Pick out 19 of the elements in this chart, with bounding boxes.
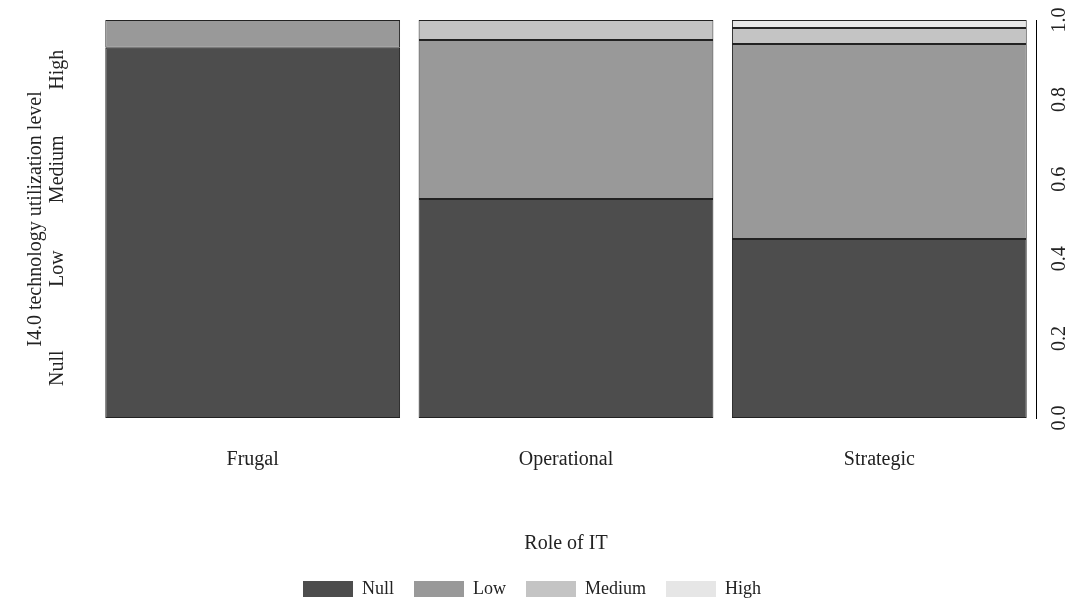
y-tick-label: 0.8 xyxy=(1047,87,1070,113)
y-tick-label: 0.2 xyxy=(1047,325,1070,351)
y-tick-label: 1.0 xyxy=(1047,7,1070,33)
legend-label: Medium xyxy=(585,577,646,598)
text: Low xyxy=(45,249,68,288)
x-tick-label: Operational xyxy=(518,447,614,471)
legend-label: High xyxy=(725,577,761,598)
y-tick-label: 0.0 xyxy=(1047,405,1070,431)
legend-label: Low xyxy=(473,577,507,598)
text: Null xyxy=(45,350,68,387)
legend-label: Null xyxy=(362,577,395,598)
x-tick-label: Frugal xyxy=(226,447,280,471)
x-tick-label: Strategic xyxy=(843,447,915,471)
x-axis-title: Role of IT xyxy=(524,531,608,554)
y-tick-label: 0.4 xyxy=(1047,246,1070,272)
text: High xyxy=(45,49,69,90)
text: Medium xyxy=(45,134,68,204)
y-axis-title: I4.0 technology utilization level xyxy=(23,90,47,347)
y-tick-label: 0.6 xyxy=(1047,166,1070,192)
